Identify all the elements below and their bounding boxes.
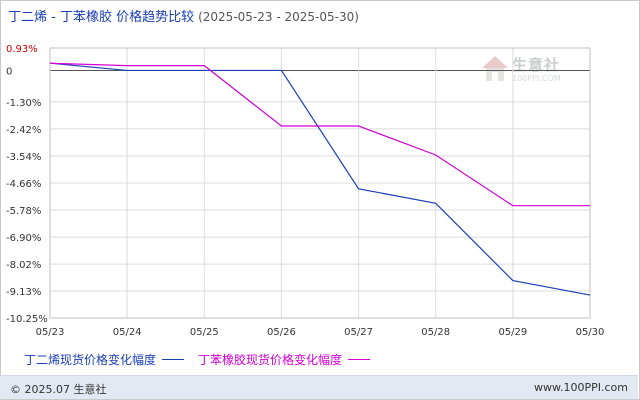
y-tick-label: 0 (6, 66, 12, 77)
y-tick-label: -3.54% (6, 152, 41, 163)
legend-entry-sbr: 丁苯橡胶现货价格变化幅度 (198, 353, 343, 367)
chart-date-range: (2025-05-23 - 2025-05-30) (198, 10, 359, 24)
y-tick-label: -8.02% (6, 260, 41, 271)
chart-title-text: 丁二烯 - 丁苯橡胶 价格趋势比较 (8, 10, 195, 25)
y-axis-ticks: 0.93% 0 -1.30% -2.42% -3.54% -4.66% -5.78% -6.9… (6, 44, 48, 325)
chart-legend: 丁二烯现货价格变化幅度 丁苯橡胶现货价格变化幅度 (24, 351, 384, 368)
plot-border (49, 47, 591, 319)
y-tick-label: -5.78% (6, 206, 41, 217)
y-tick-label: 0.93% (6, 44, 38, 55)
watermark: 生意社 100PPI.COM (480, 54, 580, 90)
watermark-url: 100PPI.COM (512, 74, 561, 83)
series-line-0 (49, 62, 591, 296)
x-tick-label: 05/28 (421, 327, 450, 338)
x-axis-ticks: 05/23 05/24 05/25 05/26 05/27 05/28 05/29 05/30 (36, 327, 605, 338)
y-tick-label: -1.30% (6, 98, 41, 109)
y-tick-label: -2.42% (6, 125, 41, 136)
y-tick-label: -10.25% (6, 314, 48, 325)
legend-swatch-butadiene (162, 359, 185, 360)
x-tick-label: 05/24 (113, 327, 142, 338)
footer-site-link[interactable]: www.100PPI.com (534, 381, 628, 394)
x-tick-label: 05/26 (267, 327, 296, 338)
x-tick-label: 05/30 (576, 327, 605, 338)
chart-series (49, 62, 591, 296)
footer-copyright: © 2025.07 生意社 (10, 383, 107, 396)
legend-entry-butadiene: 丁二烯现货价格变化幅度 (24, 353, 157, 367)
chart-title: 丁二烯 - 丁苯橡胶 价格趋势比较 (2025-05-23 - 2025-05-3… (8, 6, 359, 25)
watermark-name: 生意社 (512, 56, 561, 74)
x-tick-label: 05/23 (36, 327, 65, 338)
series-line-1 (49, 62, 590, 207)
footer-bar: © 2025.07 生意社 www.100PPI.com (0, 375, 638, 399)
y-tick-label: -9.13% (6, 287, 41, 298)
x-tick-label: 05/25 (190, 327, 219, 338)
legend-swatch-sbr (348, 359, 371, 360)
x-tick-label: 05/27 (344, 327, 373, 338)
y-tick-label: -6.90% (6, 233, 41, 244)
house-logo-icon (482, 56, 508, 81)
y-tick-label: -4.66% (6, 179, 41, 190)
x-tick-label: 05/29 (498, 327, 527, 338)
